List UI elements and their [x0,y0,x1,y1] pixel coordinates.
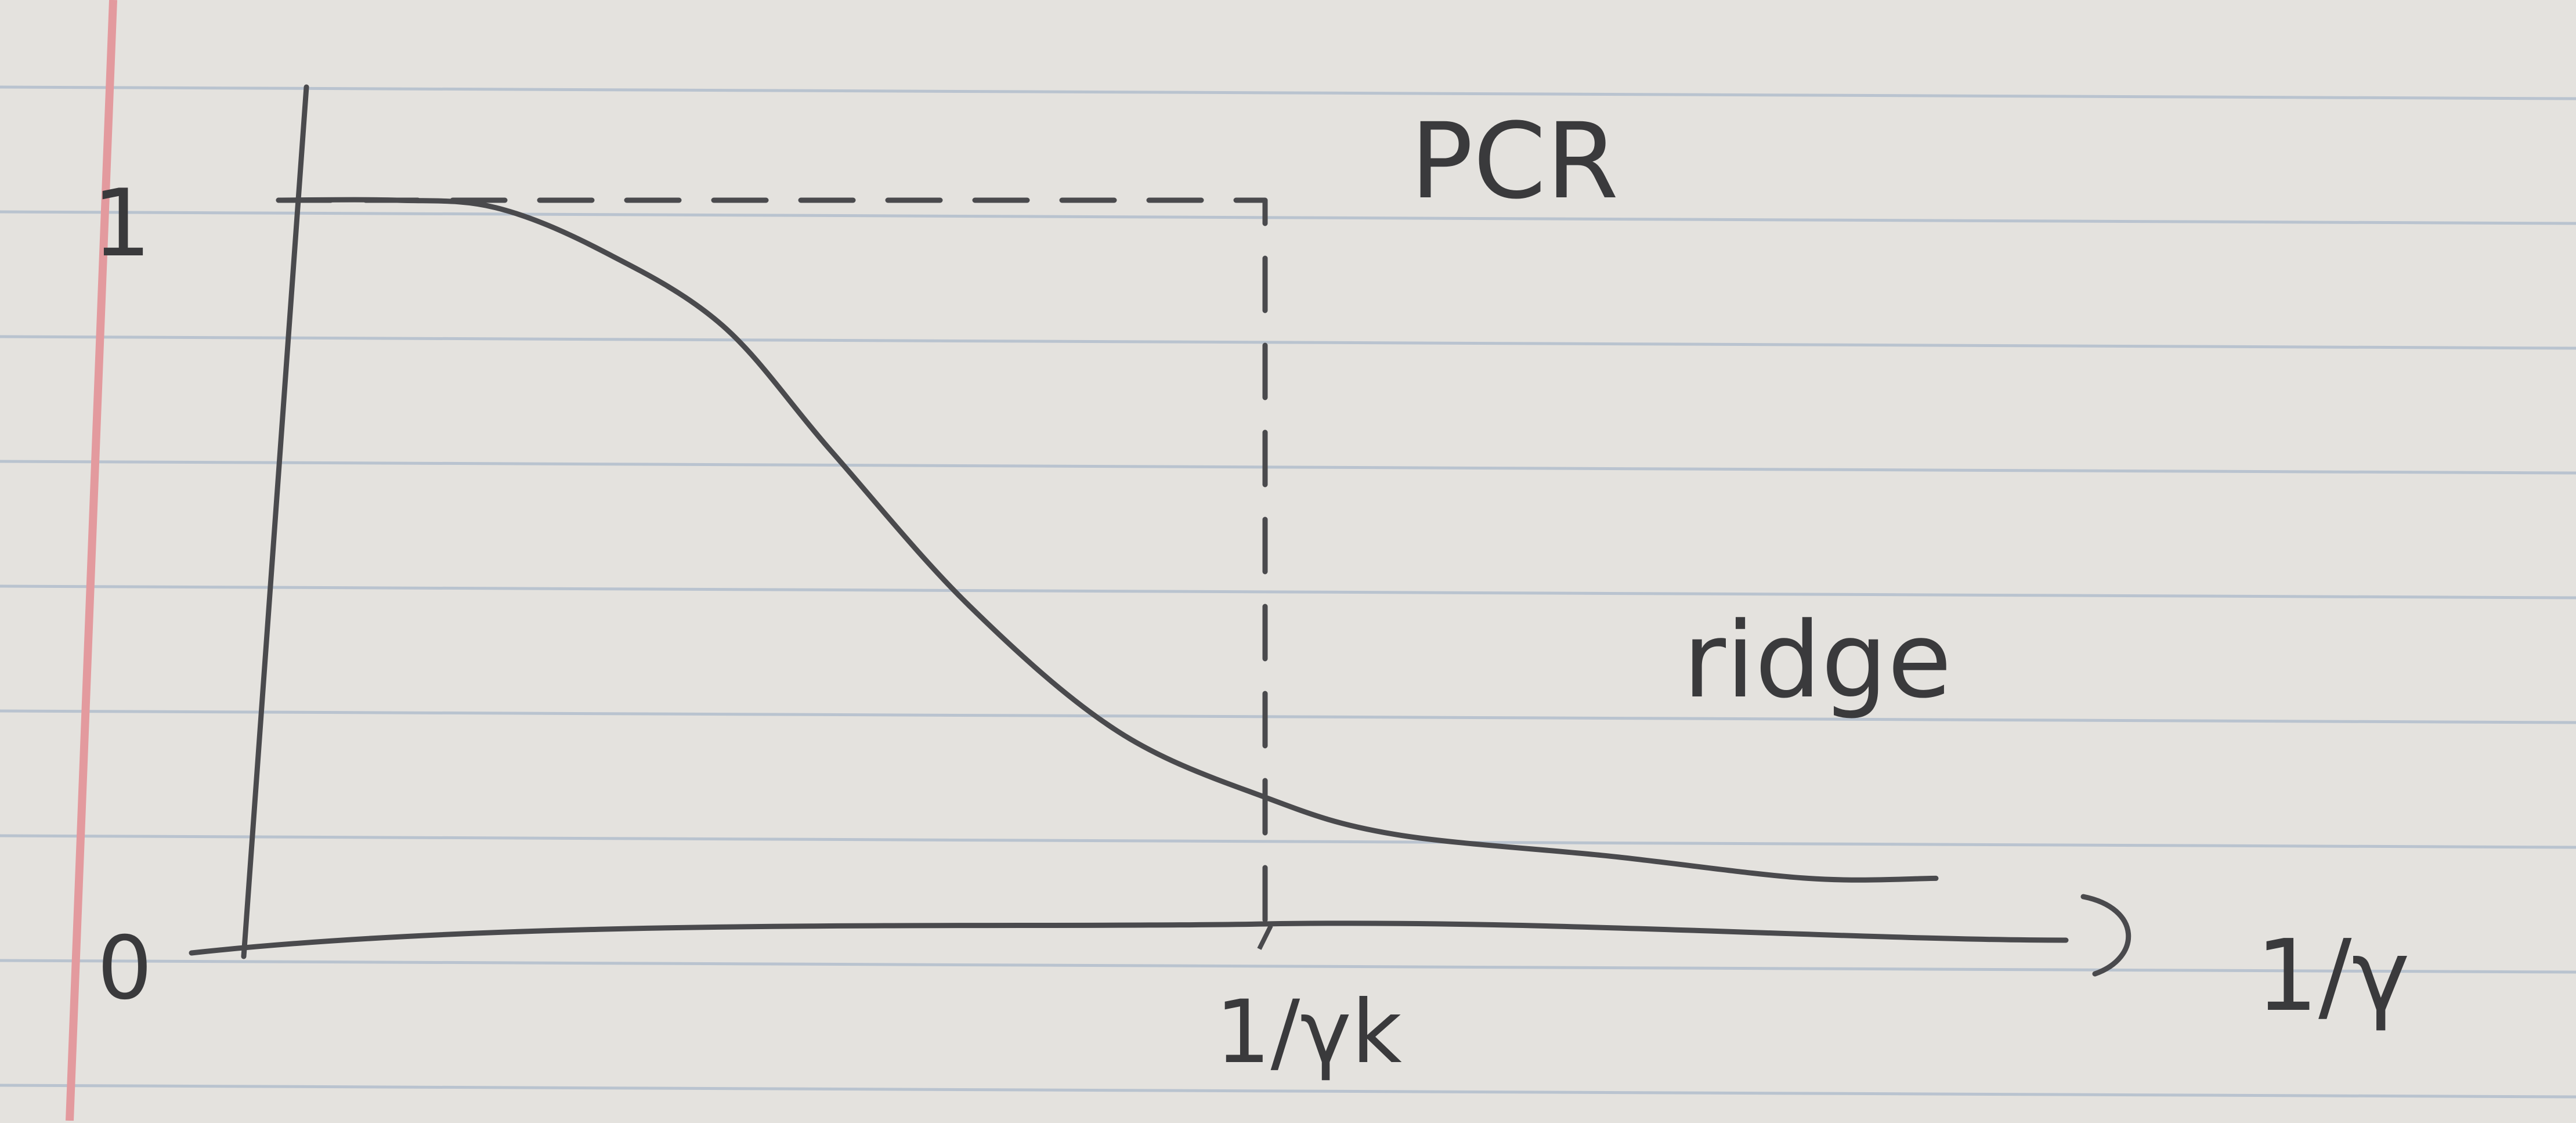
x-axis-line [189,920,2069,956]
y-tick-label-0: 0 [97,918,152,1019]
series-line-pcr [276,197,1268,940]
ruled-line [0,959,2576,974]
series-label-ridge: ridge [1683,600,1952,721]
x-axis-label: 1/γ [2256,919,2410,1034]
y-tick-label-1: 1 [92,169,151,277]
ruled-line [0,584,2576,600]
ruled-lines [0,85,2576,1099]
ruled-line [0,85,2576,100]
x-tick-mark [1257,925,1273,950]
ruled-line [0,210,2576,225]
axis-arrowhead-icon [2080,894,2131,977]
ruled-line [0,834,2576,849]
ruled-line [0,335,2576,350]
ruled-line [0,1084,2576,1099]
ruled-line [0,460,2576,475]
series-line-ridge [276,197,1939,883]
series-label-pcr: PCR [1410,101,1618,222]
ruled-line [0,709,2576,724]
y-axis-line [241,84,309,959]
x-tick-label-gamma-k: 1/γk [1215,982,1402,1083]
margin-line [66,0,117,1121]
chart-marks [276,197,1939,950]
